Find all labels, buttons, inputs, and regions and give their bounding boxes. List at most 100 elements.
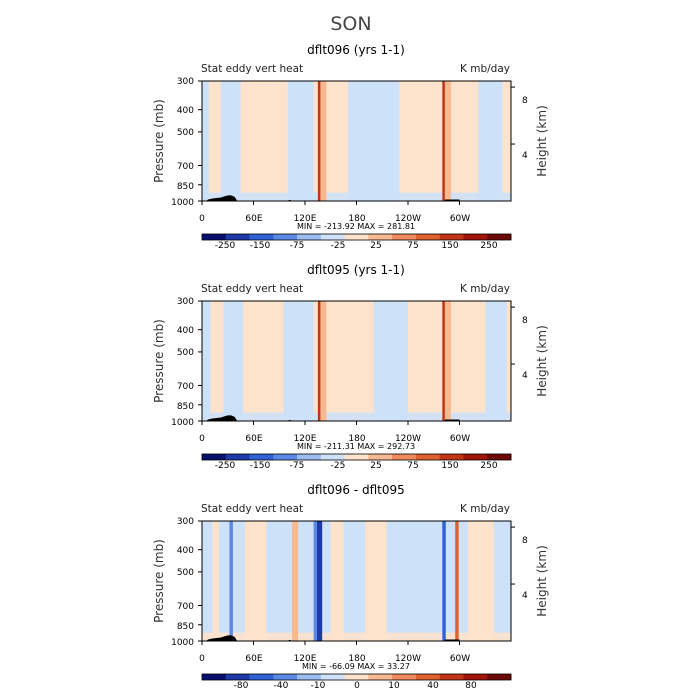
field-band <box>478 81 503 201</box>
colorbar-swatch <box>439 234 464 240</box>
panel-3-cb-label: -10 <box>311 681 326 691</box>
field-boundary-layer <box>202 632 511 641</box>
panel-2-ytick-1000: 1000 <box>171 418 194 428</box>
panel-2-cb-label: 75 <box>407 461 418 471</box>
panel-1-xtick-60e: 60E <box>245 214 262 224</box>
panel-2-y-axis-label: Pressure (mb) <box>152 319 166 403</box>
panel-3-cb-label: -40 <box>274 681 289 691</box>
panel-3-ytick-300: 300 <box>177 517 194 527</box>
field-band <box>287 81 314 201</box>
panel-1-y2-axis-label: Height (km) <box>535 105 549 176</box>
panel-2-y2tick-4: 4 <box>522 371 528 381</box>
colorbar-swatch <box>392 454 417 460</box>
panel-3-colorbar <box>201 673 512 681</box>
colorbar-swatch <box>273 454 298 460</box>
panel-2-variable-label: Stat eddy vert heat <box>201 283 303 295</box>
panel-2-xtick-120e: 120E <box>294 434 317 444</box>
panel-3: dflt096 - dflt095 Stat eddy vert heat K … <box>152 483 549 691</box>
panel-1-cb-label: 25 <box>370 241 381 251</box>
panel-3-cb-label: 80 <box>465 681 477 691</box>
field-band <box>244 521 267 641</box>
panel-2-xtick-60e: 60E <box>245 434 262 444</box>
field-band <box>468 521 494 641</box>
field-band <box>347 81 400 201</box>
terrain-island <box>288 199 291 201</box>
colorbar-swatch <box>439 454 464 460</box>
field-band <box>292 521 299 641</box>
colorbar-swatch <box>368 454 393 460</box>
panel-1-plot-area <box>198 80 515 205</box>
panel-3-ytick-850: 850 <box>177 622 194 632</box>
field-band <box>444 81 451 201</box>
colorbar-swatch <box>249 674 274 680</box>
colorbar-swatch <box>487 234 512 240</box>
terrain-andes <box>444 419 460 421</box>
panel-1-ytick-1000: 1000 <box>171 198 194 208</box>
terrain-andes <box>444 199 460 201</box>
panel-2-cb-label: 25 <box>370 461 381 471</box>
colorbar-swatch <box>463 674 488 680</box>
panel-3-xtick-120w: 120W <box>395 654 421 664</box>
panel-2-cb-label: -25 <box>331 461 346 471</box>
panel-2-stats: MIN = -211.31 MAX = 292.73 <box>297 442 415 451</box>
field-band <box>444 301 451 421</box>
colorbar-swatch <box>202 454 227 460</box>
colorbar-frame <box>201 673 512 681</box>
colorbar-swatch <box>249 234 274 240</box>
colorbar-swatch <box>225 234 250 240</box>
field-band <box>212 521 220 641</box>
panel-2-cb-label: -150 <box>250 461 271 471</box>
colorbar-swatch <box>202 234 227 240</box>
panel-1-cb-label: -150 <box>250 241 271 251</box>
panel-3-xtick-180: 180 <box>348 654 365 664</box>
panel-2-xtick-0: 0 <box>199 434 205 444</box>
panel-2-ytick-700: 700 <box>177 382 194 392</box>
field-band <box>455 521 459 641</box>
colorbar-swatch <box>273 234 298 240</box>
colorbar-swatch <box>344 674 369 680</box>
panel-3-ytick-500: 500 <box>177 568 194 578</box>
field-band <box>442 81 445 201</box>
colorbar-swatch <box>463 234 488 240</box>
field-band <box>442 301 445 421</box>
panel-1-ytick-700: 700 <box>177 162 194 172</box>
colorbar-swatch <box>439 674 464 680</box>
colorbar-swatch <box>415 454 441 460</box>
terrain-island <box>288 419 291 421</box>
panel-2-xtick-60w: 60W <box>450 434 470 444</box>
panel-2-y2-axis-label: Height (km) <box>535 325 549 396</box>
panel-3-cb-label: -80 <box>234 681 249 691</box>
figure-title: SON <box>330 13 371 35</box>
panel-1-cb-label: 150 <box>441 241 458 251</box>
colorbar-frame <box>201 233 512 241</box>
field-band <box>220 81 241 201</box>
panel-1-cb-label: 250 <box>480 241 497 251</box>
panel-1-y-axis-label: Pressure (mb) <box>152 99 166 183</box>
terrain-asia <box>206 635 238 641</box>
terrain-asia <box>206 195 238 201</box>
colorbar-swatch <box>344 454 369 460</box>
colorbar-swatch <box>368 674 393 680</box>
panel-3-y-axis-label: Pressure (mb) <box>152 539 166 623</box>
colorbar-swatch <box>249 454 274 460</box>
terrain-andes <box>444 639 460 641</box>
colorbar-swatch <box>320 454 346 460</box>
panel-1-colorbar <box>201 233 512 241</box>
field-band <box>229 521 233 641</box>
panel-2-title: dflt095 (yrs 1-1) <box>307 263 405 277</box>
panel-2-cb-label: 150 <box>441 461 458 471</box>
panel-1-xtick-60w: 60W <box>450 214 470 224</box>
panel-1-title: dflt096 (yrs 1-1) <box>307 43 405 57</box>
field-boundary-layer <box>202 412 511 421</box>
panel-3-ytick-700: 700 <box>177 602 194 612</box>
colorbar-swatch <box>320 234 346 240</box>
panel-3-units-label: K mb/day <box>460 503 510 515</box>
colorbar-swatch <box>320 674 346 680</box>
colorbar-swatch <box>487 674 512 680</box>
panel-2-ytick-400: 400 <box>177 326 194 336</box>
panel-3-xtick-0: 0 <box>199 654 205 664</box>
panel-1-cb-label: -25 <box>331 241 346 251</box>
panel-1-variable-label: Stat eddy vert heat <box>201 63 303 75</box>
field-band <box>202 301 211 421</box>
panel-1-cb-label: -75 <box>290 241 305 251</box>
